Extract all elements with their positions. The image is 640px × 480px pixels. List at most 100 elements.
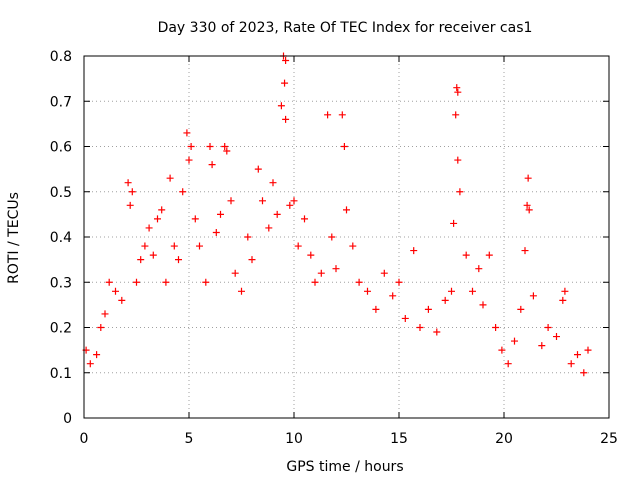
y-tick-label: 0.6 (50, 140, 72, 156)
data-point (389, 292, 397, 300)
data-point (448, 287, 455, 295)
x-tick-label: 20 (495, 431, 513, 447)
data-point (141, 242, 149, 250)
data-point (544, 324, 552, 331)
data-point (456, 188, 464, 196)
y-tick-label: 0.2 (50, 321, 72, 337)
x-axis: 0 5 10 15 20 25 (80, 56, 618, 447)
data-point (185, 156, 193, 164)
data-point (206, 143, 214, 150)
data-point (162, 278, 170, 286)
data-point (112, 287, 119, 295)
data-point (517, 305, 525, 313)
x-tick-label: 10 (285, 431, 303, 447)
data-point (317, 269, 325, 277)
y-tick-label: 0.3 (50, 275, 72, 291)
data-point (475, 265, 483, 273)
data-point (183, 129, 191, 137)
data-point (380, 269, 388, 277)
data-point (332, 265, 340, 273)
data-point (523, 201, 531, 209)
data-point (561, 287, 569, 295)
data-point (86, 360, 94, 368)
data-point (231, 269, 239, 277)
data-point (294, 242, 302, 250)
data-point (133, 278, 140, 286)
data-point (202, 278, 210, 286)
y-tick-label: 0.7 (50, 94, 72, 110)
data-point (286, 201, 294, 209)
data-point (128, 188, 136, 196)
data-point (479, 301, 487, 309)
data-point (553, 333, 560, 341)
data-point (340, 143, 348, 150)
data-point (118, 296, 126, 304)
data-point (343, 206, 350, 214)
data-point (179, 188, 187, 196)
y-tick-label: 0.5 (50, 185, 72, 201)
plot-frame (83, 55, 610, 419)
data-point (364, 287, 371, 295)
data-point (175, 256, 182, 264)
data-point (424, 305, 432, 313)
data-point (238, 287, 245, 295)
data-point (433, 328, 441, 336)
data-point (105, 278, 113, 286)
y-axis-title: ROTI / TECUs (6, 192, 22, 284)
data-point (401, 314, 409, 322)
data-point (154, 215, 161, 223)
data-point (504, 360, 512, 368)
data-point (126, 201, 134, 209)
y-tick-label: 0.4 (50, 230, 72, 246)
data-point (191, 215, 199, 223)
data-point (462, 251, 470, 259)
y-tick-label: 0.1 (50, 366, 72, 382)
data-point (469, 287, 476, 295)
data-point (584, 346, 592, 354)
data-point (454, 156, 462, 164)
x-tick-label: 0 (80, 431, 89, 447)
data-point (529, 292, 537, 300)
data-point (410, 247, 418, 255)
y-axis: 0 0.1 0.2 0.3 0.4 0.5 0.6 0.7 0.8 (50, 49, 609, 427)
data-point (187, 143, 195, 150)
data-point (328, 233, 336, 241)
data-point (372, 305, 380, 313)
data-point (559, 296, 567, 304)
data-point (301, 215, 308, 223)
x-axis-title: GPS time / hours (286, 459, 403, 475)
data-point (265, 224, 273, 232)
data-point (149, 251, 157, 259)
x-tick-label: 5 (185, 431, 194, 447)
chart-title: Day 330 of 2023, Rate Of TEC Index for r… (158, 20, 533, 36)
data-point (124, 179, 132, 187)
data-point (227, 197, 235, 205)
data-point (525, 206, 533, 214)
data-point (492, 324, 500, 331)
data-point (511, 337, 518, 345)
x-tick-label: 25 (600, 431, 618, 447)
data-point (208, 161, 216, 169)
data-point (282, 115, 290, 123)
data-point (567, 360, 575, 368)
data-point (498, 346, 506, 354)
data-point (223, 147, 231, 155)
data-point (217, 210, 224, 218)
data-point (580, 369, 588, 377)
data-point (395, 278, 403, 286)
data-point (282, 57, 290, 65)
data-points (82, 52, 592, 377)
data-point (166, 174, 174, 182)
data-point (485, 251, 493, 259)
data-point (101, 310, 109, 318)
data-point (521, 247, 529, 255)
data-point (416, 324, 424, 331)
data-point (269, 179, 277, 187)
data-point (338, 111, 346, 119)
data-point (281, 79, 289, 87)
grid-lines (84, 56, 609, 418)
data-point (574, 351, 581, 359)
data-point (170, 242, 178, 250)
data-point (273, 210, 281, 218)
